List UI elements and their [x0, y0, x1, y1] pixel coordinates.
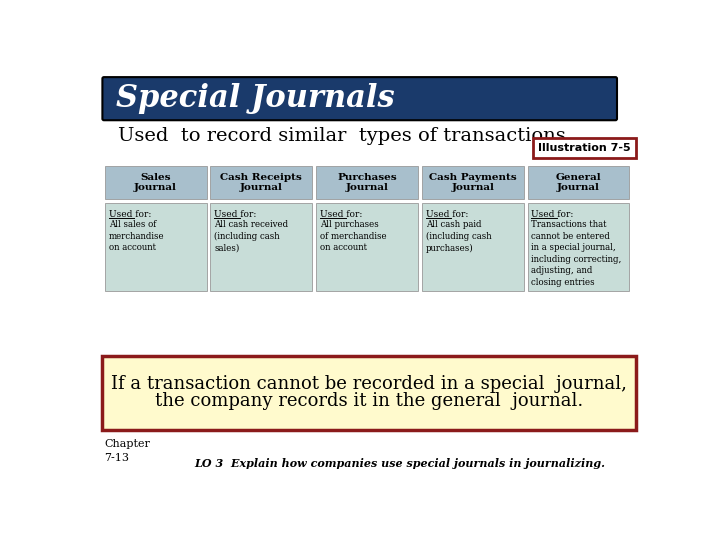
FancyBboxPatch shape — [316, 202, 418, 291]
Text: All purchases
of merchandise
on account: All purchases of merchandise on account — [320, 220, 387, 252]
Text: Cash Receipts
Journal: Cash Receipts Journal — [220, 173, 302, 192]
FancyBboxPatch shape — [104, 202, 207, 291]
Text: Purchases
Journal: Purchases Journal — [337, 173, 397, 192]
FancyBboxPatch shape — [422, 166, 523, 199]
FancyBboxPatch shape — [533, 138, 636, 158]
FancyBboxPatch shape — [210, 166, 312, 199]
Text: Special Journals: Special Journals — [117, 83, 395, 114]
Text: Used for:: Used for: — [215, 211, 257, 219]
Text: Chapter
7-13: Chapter 7-13 — [104, 440, 150, 463]
Text: the company records it in the general  journal.: the company records it in the general jo… — [155, 392, 583, 410]
Text: Used for:: Used for: — [531, 211, 574, 219]
Text: Transactions that
cannot be entered
in a special journal,
including correcting,
: Transactions that cannot be entered in a… — [531, 220, 622, 287]
Text: LO 3  Explain how companies use special journals in journalizing.: LO 3 Explain how companies use special j… — [194, 458, 606, 469]
FancyBboxPatch shape — [316, 166, 418, 199]
Text: Used for:: Used for: — [109, 211, 151, 219]
Text: Used for:: Used for: — [320, 211, 362, 219]
FancyBboxPatch shape — [528, 202, 629, 291]
FancyBboxPatch shape — [102, 77, 617, 120]
FancyBboxPatch shape — [104, 166, 207, 199]
FancyBboxPatch shape — [210, 202, 312, 291]
Text: Cash Payments
Journal: Cash Payments Journal — [429, 173, 516, 192]
Text: All sales of
merchandise
on account: All sales of merchandise on account — [109, 220, 164, 252]
Text: Used  to record similar  types of transactions.: Used to record similar types of transact… — [118, 127, 572, 145]
Text: Illustration 7-5: Illustration 7-5 — [538, 143, 631, 153]
FancyBboxPatch shape — [102, 356, 636, 430]
FancyBboxPatch shape — [422, 202, 523, 291]
Text: General
Journal: General Journal — [556, 173, 601, 192]
Text: Used for:: Used for: — [426, 211, 468, 219]
Text: All cash received
(including cash
sales): All cash received (including cash sales) — [215, 220, 289, 252]
Text: Sales
Journal: Sales Journal — [134, 173, 177, 192]
Text: All cash paid
(including cash
purchases): All cash paid (including cash purchases) — [426, 220, 491, 253]
Text: If a transaction cannot be recorded in a special  journal,: If a transaction cannot be recorded in a… — [111, 375, 627, 393]
FancyBboxPatch shape — [528, 166, 629, 199]
